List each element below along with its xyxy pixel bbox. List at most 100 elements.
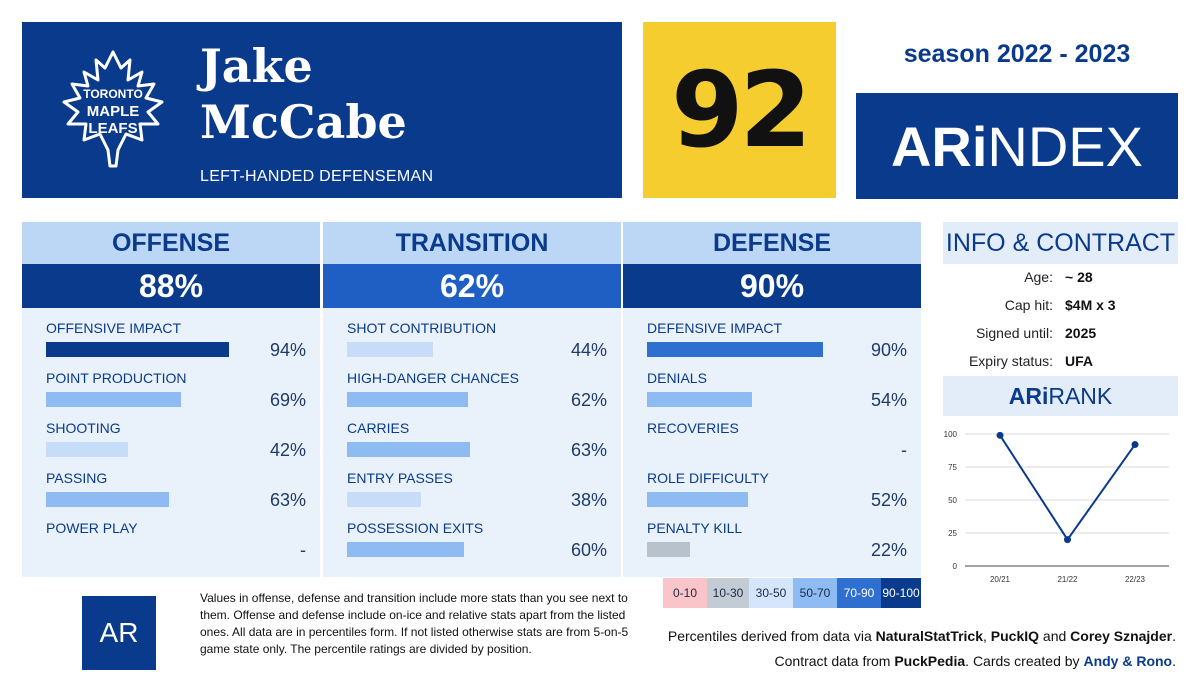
stat-value: 52% [870, 490, 907, 510]
stat-label: PENALTY KILL [647, 520, 743, 536]
offense-title: OFFENSE [22, 222, 320, 264]
src-text: Percentiles derived from data via [667, 628, 876, 644]
x-tick-label: 20/21 [990, 575, 1011, 584]
rank-point [1064, 536, 1071, 544]
info-value: UFA [1065, 353, 1093, 369]
player-header [22, 22, 622, 198]
stat-bar [347, 492, 422, 507]
stat-row-offensive-impact: OFFENSIVE IMPACT 94% [46, 320, 306, 370]
src-text: . [1172, 628, 1176, 644]
stat-value: 90% [870, 340, 907, 360]
offense-percent: 88% [22, 264, 320, 308]
stat-bar [347, 442, 470, 457]
stat-value: - [300, 540, 306, 560]
legend-item: 70-90 [837, 578, 881, 608]
info-row-cap-hit: Cap hit: $4M x 3 [943, 297, 1178, 319]
stat-bar [647, 542, 690, 557]
stat-label: POWER PLAY [46, 520, 138, 536]
stat-bar [46, 342, 230, 357]
methodology-note: Values in offense, defense and transitio… [200, 591, 629, 656]
stat-label: ROLE DIFFICULTY [647, 470, 769, 486]
src-authors: Andy & Rono [1083, 653, 1173, 669]
logo-text-3: LEAFS [88, 120, 137, 137]
defense-percent: 90% [623, 264, 921, 308]
arirank-rest: RANK [1048, 383, 1113, 409]
stat-value: 69% [269, 390, 306, 410]
info-row-signed-until: Signed until: 2025 [943, 325, 1178, 347]
src-text: , [983, 628, 991, 644]
stat-value: 62% [570, 390, 607, 410]
y-tick-label: 100 [944, 430, 958, 439]
stat-value: 94% [269, 340, 306, 360]
arindex-rest: NDEX [987, 114, 1144, 178]
stat-row-high-danger-chances: HIGH-DANGER CHANCES 62% [347, 370, 607, 420]
src-corey-sznajder: Corey Sznajder [1070, 628, 1173, 644]
stat-bar [46, 492, 169, 507]
y-tick-label: 25 [948, 529, 957, 538]
stat-row-defensive-impact: DEFENSIVE IMPACT 90% [647, 320, 907, 370]
stat-value: 22% [870, 540, 907, 560]
src-puckiq: PuckIQ [990, 628, 1040, 644]
stat-row-denials: DENIALS 54% [647, 370, 907, 420]
stat-label: SHOOTING [46, 420, 121, 436]
legend-item: 90-100 [881, 578, 921, 608]
info-row-expiry-status: Expiry status: UFA [943, 353, 1178, 375]
stat-row-carries: CARRIES 63% [347, 420, 607, 470]
overall-rating: 92 [671, 49, 812, 171]
player-name: Jake McCabe [200, 38, 600, 150]
stat-row-shot-contribution: SHOT CONTRIBUTION 44% [347, 320, 607, 370]
stat-label: ENTRY PASSES [347, 470, 453, 486]
stat-row-entry-passes: ENTRY PASSES 38% [347, 470, 607, 520]
info-key: Signed until: [975, 325, 1053, 341]
ar-logo: AR [82, 596, 156, 670]
rank-line [999, 434, 1136, 542]
info-value: ~ 28 [1065, 269, 1093, 285]
arirank-bold: ARi [1008, 383, 1049, 409]
logo-text-2: MAPLE [87, 103, 140, 120]
legend-item: 30-50 [749, 578, 793, 608]
stat-bar [347, 342, 433, 357]
info-key: Expiry status: [968, 353, 1053, 369]
arindex-bold: ARi [890, 114, 988, 178]
x-tick-label: 21/22 [1057, 575, 1078, 584]
player-last-name: McCabe [200, 95, 407, 149]
legend-item: 10-30 [707, 578, 749, 608]
src-text: Contract data from [774, 653, 895, 669]
stat-row-role-difficulty: ROLE DIFFICULTY 52% [647, 470, 907, 520]
stat-bar [647, 392, 753, 407]
info-key: Age: [1024, 269, 1053, 285]
stat-value: 60% [570, 540, 607, 560]
src-puckpedia: PuckPedia [894, 653, 966, 669]
stat-row-passing: PASSING 63% [46, 470, 306, 520]
transition-title: TRANSITION [323, 222, 621, 264]
credits-line: Contract data from PuckPedia. Cards crea… [576, 653, 1176, 669]
stat-value: 63% [269, 490, 306, 510]
info-row-age: Age: ~ 28 [943, 269, 1178, 291]
stat-bar [347, 542, 464, 557]
rating-box: 92 [643, 22, 836, 198]
stat-row-recoveries: RECOVERIES - [647, 420, 907, 470]
info-value: $4M x 3 [1065, 297, 1116, 313]
y-tick-label: 75 [948, 463, 957, 472]
stat-value: 38% [570, 490, 607, 510]
src-text: . [1172, 653, 1176, 669]
stat-value: 44% [570, 340, 607, 360]
stat-label: POSSESSION EXITS [347, 520, 484, 536]
info-value: 2025 [1065, 325, 1097, 341]
stat-row-power-play: POWER PLAY - [46, 520, 306, 570]
stat-value: 63% [570, 440, 607, 460]
defense-title: DEFENSE [623, 222, 921, 264]
stat-row-penalty-kill: PENALTY KILL 22% [647, 520, 907, 570]
stat-bar [647, 342, 823, 357]
stat-row-shooting: SHOOTING 42% [46, 420, 306, 470]
y-tick-label: 0 [953, 562, 958, 571]
player-first-name: Jake [200, 39, 313, 93]
transition-panel: TRANSITION 62% SHOT CONTRIBUTION 44% HIGH-… [323, 222, 621, 577]
stat-label: DEFENSIVE IMPACT [647, 320, 783, 336]
stat-value: - [901, 440, 907, 460]
stat-label: POINT PRODUCTION [46, 370, 187, 386]
stat-bar [46, 392, 181, 407]
stat-bar [46, 442, 128, 457]
data-source-line: Percentiles derived from data via Natura… [576, 628, 1176, 644]
stat-label: CARRIES [347, 420, 410, 436]
